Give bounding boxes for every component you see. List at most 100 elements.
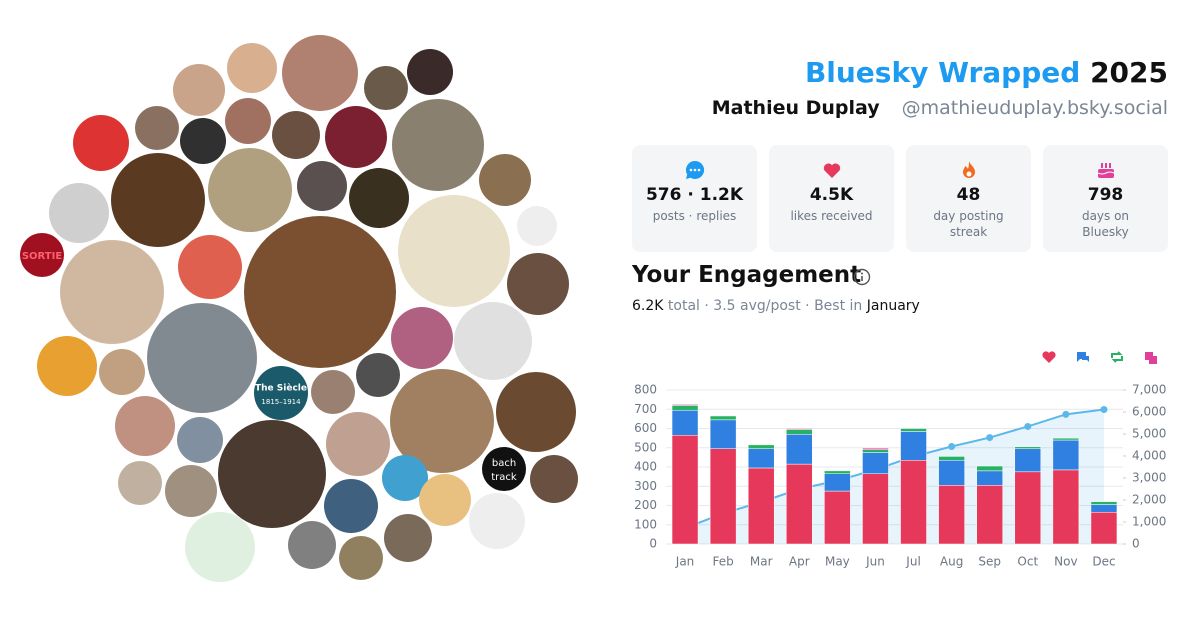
line-point xyxy=(1062,410,1070,418)
y-tick-label: 500 xyxy=(634,440,657,454)
avatar[interactable] xyxy=(407,49,453,95)
y2-tick-label: 5,000 xyxy=(1132,427,1166,441)
avatar[interactable] xyxy=(282,35,358,111)
bar-segment xyxy=(1052,439,1080,471)
avatar[interactable] xyxy=(99,349,145,395)
avg: 3.5 avg/post xyxy=(713,298,801,314)
user-handle[interactable]: @mathieuduplay.bsky.social xyxy=(901,97,1168,119)
avatar[interactable] xyxy=(517,206,557,246)
x-tick-label: Jan xyxy=(675,555,695,569)
avatar-text: 1815–1914 xyxy=(261,398,301,406)
avatar[interactable] xyxy=(177,417,223,463)
bar-segment xyxy=(1090,504,1118,513)
avatar[interactable] xyxy=(349,168,409,228)
y-tick-label: 600 xyxy=(634,421,657,435)
legend-icon[interactable] xyxy=(1145,352,1157,364)
total-label: total xyxy=(667,298,700,314)
avatar[interactable] xyxy=(147,303,257,413)
avatar[interactable] xyxy=(185,512,255,582)
avatar[interactable] xyxy=(60,240,164,344)
icon xyxy=(823,163,840,178)
avatar[interactable] xyxy=(20,233,64,277)
bar-segment xyxy=(976,485,1003,545)
y-tick-label: 700 xyxy=(634,402,657,416)
avatar[interactable] xyxy=(208,148,292,232)
y2-tick-label: 3,000 xyxy=(1132,471,1166,485)
avatar[interactable] xyxy=(49,183,109,243)
stat-label: posts · replies xyxy=(652,209,737,223)
avatar[interactable] xyxy=(225,98,271,144)
bar-segment xyxy=(976,470,1003,486)
avatar[interactable] xyxy=(272,111,320,159)
avatar[interactable] xyxy=(111,153,205,247)
user-name: Mathieu Duplay xyxy=(711,97,880,119)
avatar[interactable] xyxy=(339,536,383,580)
avatar[interactable] xyxy=(496,372,576,452)
bar-segment xyxy=(671,404,699,406)
avatar[interactable] xyxy=(173,64,225,116)
avatar[interactable] xyxy=(390,369,494,473)
avatar[interactable] xyxy=(469,493,525,549)
avatar[interactable] xyxy=(384,514,432,562)
info-icon[interactable] xyxy=(853,268,871,286)
legend-icon[interactable] xyxy=(1077,352,1089,362)
avatar[interactable] xyxy=(37,336,97,396)
avatar[interactable] xyxy=(325,106,387,168)
avatar[interactable] xyxy=(479,154,531,206)
bar-segment xyxy=(824,490,851,545)
bar-segment xyxy=(938,456,965,461)
line-point xyxy=(1024,422,1032,430)
avatar[interactable] xyxy=(482,447,526,491)
avatar[interactable] xyxy=(115,396,175,456)
x-tick-label: Aug xyxy=(940,555,963,569)
avatar[interactable] xyxy=(178,235,242,299)
legend-icon[interactable] xyxy=(1111,351,1123,363)
y-tick-label: 200 xyxy=(634,498,657,512)
avatar[interactable] xyxy=(227,43,277,93)
avatar-text: track xyxy=(491,472,517,483)
avatar[interactable] xyxy=(392,99,484,191)
bar-segment xyxy=(1014,448,1042,473)
stat-card: 798 days on Bluesky xyxy=(1043,145,1168,252)
header: Bluesky Wrapped 2025 Mathieu Duplay @math… xyxy=(712,56,1168,119)
avatar[interactable] xyxy=(382,455,428,501)
stat-label: days on Bluesky xyxy=(1081,209,1130,239)
avatar[interactable] xyxy=(364,66,408,110)
avatar[interactable] xyxy=(507,253,569,315)
y2-tick-label: 2,000 xyxy=(1132,493,1166,507)
y-tick-label: 400 xyxy=(634,460,657,474)
avatar[interactable] xyxy=(180,118,226,164)
bar-segment xyxy=(824,473,851,492)
separator: · xyxy=(704,298,709,314)
avatar[interactable] xyxy=(530,455,578,503)
avatar[interactable] xyxy=(135,106,179,150)
avatar[interactable] xyxy=(311,370,355,414)
avatar[interactable] xyxy=(356,353,400,397)
avatar[interactable] xyxy=(326,412,390,476)
x-tick-label: Sep xyxy=(978,555,1001,569)
bar-segment xyxy=(747,448,775,469)
separator: · xyxy=(805,298,810,314)
engagement-summary: 6.2K total · 3.5 avg/post · Best in Janu… xyxy=(632,298,920,314)
y2-tick-label: 1,000 xyxy=(1132,515,1166,529)
bar-segment xyxy=(938,485,965,545)
bar-segment xyxy=(786,429,813,435)
avatar-text: bach xyxy=(492,458,516,469)
avatar[interactable] xyxy=(391,307,453,369)
avatar[interactable] xyxy=(454,302,532,380)
legend-icon[interactable] xyxy=(1042,351,1056,363)
stat-value: 4.5K xyxy=(809,185,854,205)
avatar[interactable] xyxy=(73,115,129,171)
avatar[interactable] xyxy=(244,216,396,368)
avatar[interactable] xyxy=(254,366,308,420)
avatar[interactable] xyxy=(218,420,326,528)
bar-segment xyxy=(862,447,889,450)
avatar[interactable] xyxy=(288,521,336,569)
avatar[interactable] xyxy=(398,195,510,307)
avatar[interactable] xyxy=(324,479,378,533)
avatar[interactable] xyxy=(118,461,162,505)
avatar[interactable] xyxy=(419,474,471,526)
bar-segment xyxy=(709,415,737,421)
avatar[interactable] xyxy=(297,161,347,211)
avatar[interactable] xyxy=(165,465,217,517)
